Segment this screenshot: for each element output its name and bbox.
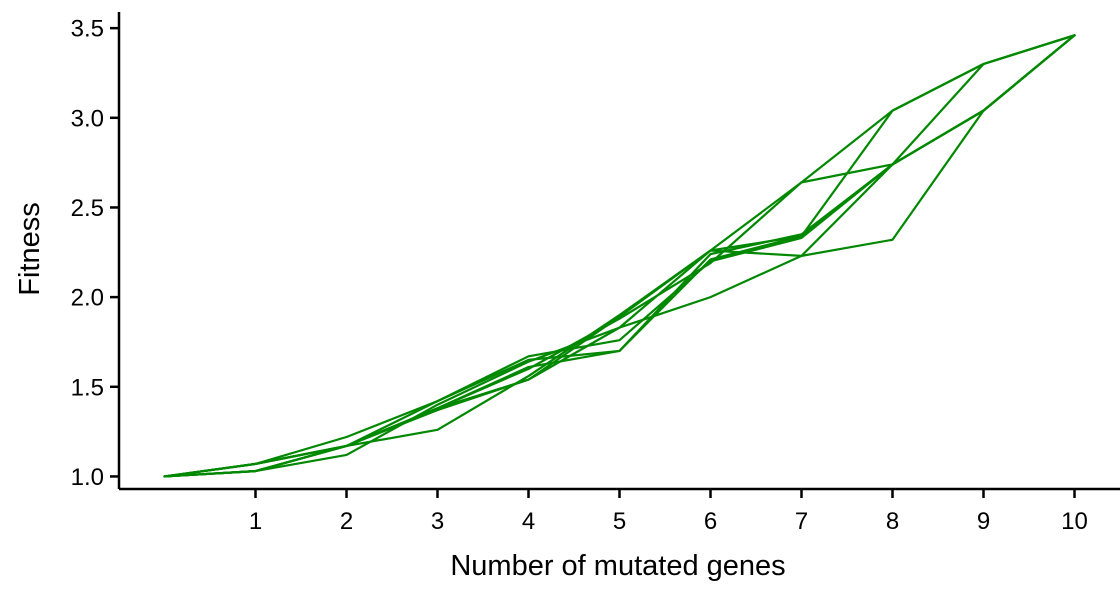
y-axis-label: Fitness [14, 202, 46, 295]
x-tick-label: 9 [977, 508, 990, 535]
x-tick-label: 8 [886, 508, 899, 535]
series-line-7 [163, 34, 1076, 478]
axes-layer [117, 12, 1120, 491]
series-line-8 [163, 34, 1076, 478]
series-layer [163, 34, 1076, 478]
y-tick-label: 2.0 [71, 285, 104, 312]
x-tick-label: 1 [249, 508, 262, 535]
x-tick-label: 6 [704, 508, 717, 535]
x-tick-label: 5 [613, 508, 626, 535]
series-line-5 [163, 34, 1076, 478]
ticks-layer: 1 2 3 4 5 6 7 8 9 10 1.0 1.5 2.0 2.5 3.0 3.5 [71, 16, 1088, 535]
x-tick-label: 4 [522, 508, 535, 535]
y-tick-label: 3.0 [71, 105, 104, 132]
y-tick-label: 2.5 [71, 195, 104, 222]
x-tick-label: 2 [340, 508, 353, 535]
x-tick-label: 10 [1061, 508, 1088, 535]
series-line-3 [163, 34, 1076, 478]
series-line-1 [163, 34, 1076, 478]
x-tick-label: 7 [795, 508, 808, 535]
series-line-4 [163, 34, 1076, 478]
series-line-2 [163, 34, 1076, 478]
y-tick-label: 3.5 [71, 16, 104, 43]
series-line-6 [163, 34, 1076, 478]
y-tick-label: 1.5 [71, 374, 104, 401]
x-axis-label: Number of mutated genes [450, 550, 785, 582]
y-tick-label: 1.0 [71, 464, 104, 491]
x-tick-label: 3 [431, 508, 444, 535]
